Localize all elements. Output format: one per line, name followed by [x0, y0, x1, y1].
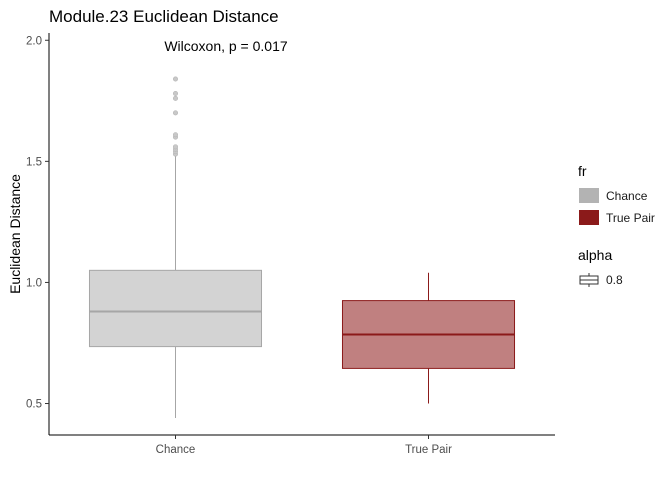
x-tick-label: Chance — [156, 444, 196, 456]
legend-fr: fr Chance True Pair — [578, 163, 655, 225]
legend: fr Chance True Pair alpha 0.8 — [578, 163, 655, 287]
box-true-pair — [341, 272, 516, 404]
legend-title: fr — [578, 163, 587, 179]
y-tick-label: 0.5 — [26, 399, 42, 411]
outlier-point — [173, 95, 179, 101]
legend-key — [579, 210, 599, 225]
box-iqr — [88, 269, 263, 348]
box-chance — [88, 76, 263, 419]
legend-item-label: True Pair — [606, 211, 655, 225]
legend-title: alpha — [578, 247, 612, 263]
y-tick-label: 2.0 — [26, 35, 42, 47]
y-tick-label: 1.5 — [26, 156, 42, 168]
y-tick-label: 1.0 — [26, 277, 42, 289]
chart-title: Module.23 Euclidean Distance — [49, 7, 279, 26]
outlier-point — [173, 76, 179, 82]
outlier-point — [173, 91, 179, 97]
outlier-point — [173, 110, 179, 116]
outlier-point — [173, 132, 179, 138]
legend-alpha: alpha 0.8 — [578, 247, 623, 287]
wilcoxon-annotation: Wilcoxon, p = 0.017 — [164, 38, 288, 54]
y-axis-label: Euclidean Distance — [7, 174, 23, 294]
outlier-point — [173, 144, 179, 150]
plot-area: 0.5 1.0 1.5 2.0 Chance True Pair — [26, 33, 555, 456]
legend-key — [579, 188, 599, 203]
x-tick-label: True Pair — [405, 444, 452, 456]
legend-item-label: 0.8 — [606, 273, 623, 287]
legend-item-label: Chance — [606, 189, 648, 203]
